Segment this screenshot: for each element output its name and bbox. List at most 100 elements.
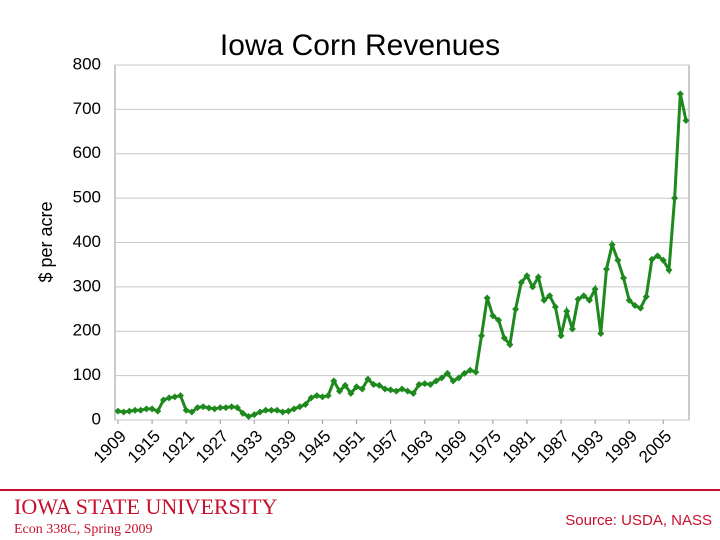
data-point <box>654 252 662 260</box>
data-point <box>426 381 434 388</box>
data-point <box>495 316 503 324</box>
data-point <box>324 392 332 400</box>
y-axis-label: $ per acre <box>36 201 56 282</box>
data-point <box>472 368 480 376</box>
data-point <box>182 406 190 414</box>
data-point <box>671 194 679 202</box>
data-point <box>597 329 605 337</box>
data-point <box>336 387 344 395</box>
data-point <box>438 374 446 382</box>
data-point <box>154 407 162 415</box>
data-point <box>364 375 372 383</box>
data-point <box>222 404 230 412</box>
data-point <box>370 381 378 388</box>
data-point <box>421 380 429 388</box>
y-tick-label: 100 <box>73 365 101 384</box>
data-point <box>551 303 559 311</box>
y-tick-label: 600 <box>73 143 101 162</box>
data-point <box>148 405 156 413</box>
data-point <box>512 305 520 313</box>
data-point <box>273 406 281 414</box>
data-point <box>199 403 207 411</box>
data-point <box>557 332 565 340</box>
data-point <box>455 374 463 382</box>
data-point <box>358 385 366 393</box>
data-point <box>574 295 582 303</box>
data-point <box>205 404 213 412</box>
data-point <box>216 404 224 412</box>
data-point <box>483 294 491 302</box>
data-point <box>659 256 667 264</box>
y-tick-label: 700 <box>73 99 101 118</box>
data-point <box>233 404 241 412</box>
data-point <box>682 116 690 124</box>
data-point <box>120 408 128 416</box>
data-point <box>466 366 474 374</box>
data-point <box>676 90 684 98</box>
data-point <box>546 292 554 300</box>
y-tick-label: 500 <box>73 188 101 207</box>
data-point <box>245 412 253 420</box>
data-point <box>165 394 173 402</box>
data-point <box>608 241 616 249</box>
data-point <box>568 325 576 333</box>
data-point <box>648 255 656 263</box>
course-label: Econ 338C, Spring 2009 <box>14 522 152 537</box>
data-point <box>307 394 315 402</box>
data-point <box>392 387 400 395</box>
university-name: Iowa State University <box>14 494 278 519</box>
chart-title: Iowa Corn Revenues <box>220 29 500 62</box>
data-point <box>176 392 184 400</box>
data-point <box>279 408 287 416</box>
y-tick-label: 200 <box>73 321 101 340</box>
data-point <box>432 377 440 385</box>
data-point <box>529 283 537 291</box>
data-point <box>375 381 383 389</box>
data-point <box>194 404 202 412</box>
data-point <box>125 407 133 415</box>
data-point <box>262 406 270 414</box>
y-tick-label: 300 <box>73 276 101 295</box>
data-point <box>330 377 338 385</box>
data-point <box>665 266 673 274</box>
data-point <box>409 389 417 397</box>
data-point <box>404 387 412 395</box>
y-tick-label: 400 <box>73 232 101 251</box>
data-point <box>517 278 525 286</box>
data-point <box>591 285 599 293</box>
data-point <box>585 296 593 304</box>
data-point <box>534 273 542 281</box>
data-point <box>540 296 548 304</box>
data-point <box>211 405 219 413</box>
data-point <box>284 407 292 415</box>
data-point <box>625 296 633 304</box>
data-point <box>301 400 309 408</box>
data-point <box>341 381 349 389</box>
data-point <box>228 403 236 411</box>
y-tick-label: 0 <box>92 409 101 428</box>
data-point <box>580 292 588 300</box>
data-point <box>506 341 514 349</box>
data-point <box>290 405 298 413</box>
data-point <box>381 385 389 393</box>
data-point <box>631 302 639 310</box>
data-point <box>353 383 361 391</box>
data-point <box>347 389 355 397</box>
data-point <box>131 406 139 414</box>
data-point <box>313 392 321 400</box>
data-point <box>239 409 247 417</box>
data-point <box>614 256 622 264</box>
data-point <box>637 304 645 312</box>
data-point <box>523 272 531 280</box>
data-point <box>114 407 122 415</box>
data-point <box>171 393 179 401</box>
data-point <box>489 312 497 320</box>
data-point <box>256 408 264 416</box>
footer <box>0 490 720 540</box>
data-point <box>398 385 406 393</box>
data-point <box>250 411 258 419</box>
data-point <box>296 403 304 411</box>
data-point <box>642 293 650 301</box>
data-point <box>563 307 571 315</box>
